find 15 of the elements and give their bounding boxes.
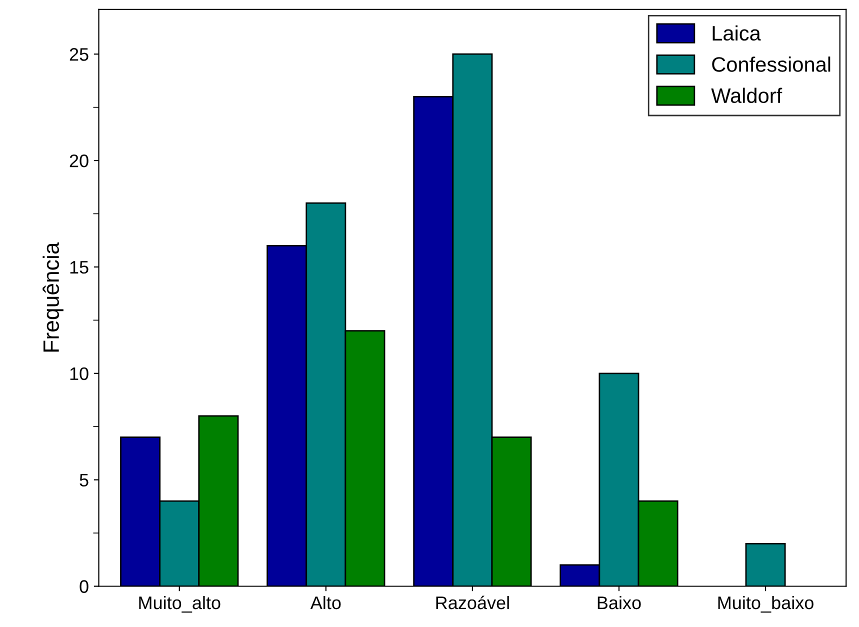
y-tick-label: 5 <box>80 474 88 487</box>
y-tick-label: 20 <box>70 154 88 168</box>
legend-label: Confessional <box>712 56 830 72</box>
legend-label: Laica <box>712 25 761 41</box>
y-tick-label: 25 <box>70 48 88 61</box>
y-tick-label: 15 <box>70 261 88 274</box>
y-tick-label: 0 <box>80 580 88 593</box>
y-axis-title: Frequência <box>42 242 64 352</box>
x-tick-label: Alto <box>310 596 341 610</box>
legend-label: Waldorf <box>711 88 782 104</box>
x-tick-label: Muito_baixo <box>718 596 814 613</box>
x-tick-label: Baixo <box>598 596 641 610</box>
y-tick-label: 10 <box>70 367 88 380</box>
x-tick-label: Razoável <box>436 596 509 610</box>
x-tick-label: Muito_alto <box>139 596 220 613</box>
